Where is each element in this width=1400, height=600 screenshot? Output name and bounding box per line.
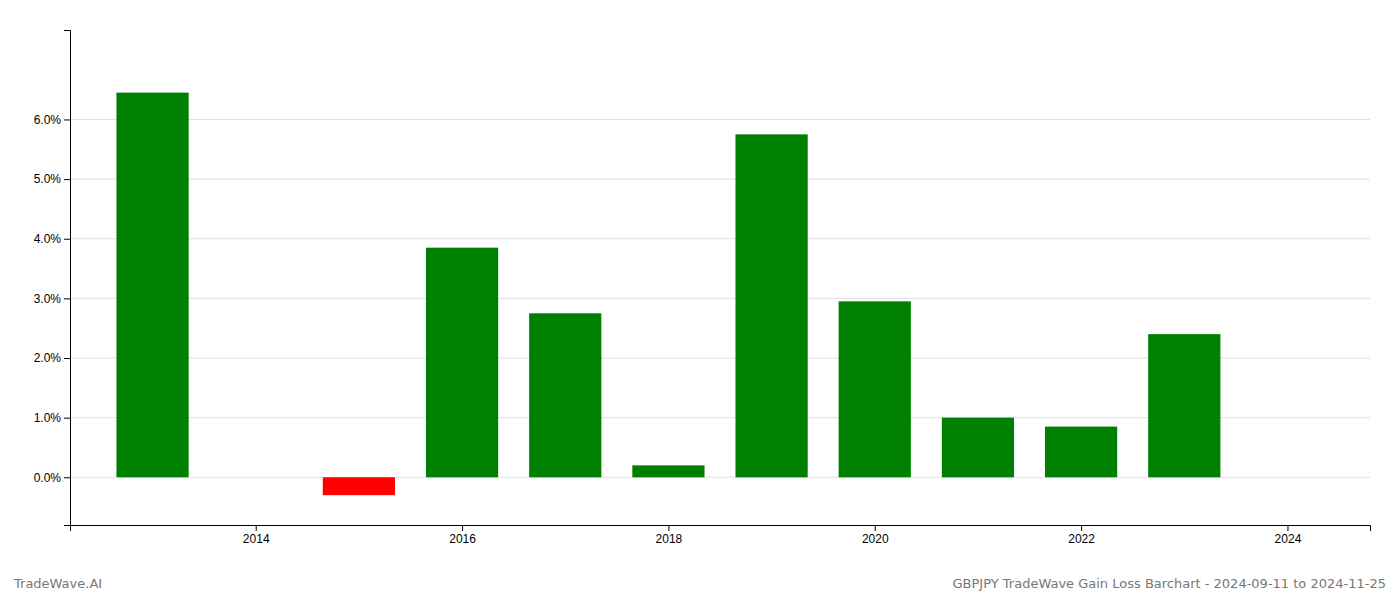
grid-line bbox=[70, 298, 1370, 299]
x-tick-mark bbox=[1081, 525, 1082, 531]
x-tick: 2016 bbox=[449, 525, 476, 546]
x-tick-mark bbox=[1287, 525, 1288, 531]
bar bbox=[116, 93, 188, 478]
y-tick-mark bbox=[64, 477, 70, 478]
y-tick-mark bbox=[64, 179, 70, 180]
x-tick: 2018 bbox=[656, 525, 683, 546]
x-tick-mark bbox=[256, 525, 257, 531]
x-tick-mark bbox=[462, 525, 463, 531]
y-tick-mark bbox=[64, 298, 70, 299]
y-tick: 2.0% bbox=[34, 351, 70, 365]
grid-line bbox=[70, 179, 1370, 180]
plot: 0.0% 1.0% 2.0% 3.0% 4.0% 5.0% 6.0% 2014 2016 2018… bbox=[34, 31, 1371, 546]
grid-line bbox=[70, 238, 1370, 239]
y-tick: 0.0% bbox=[34, 471, 70, 485]
x-tick: 2022 bbox=[1068, 525, 1095, 546]
y-tick-label: 4.0% bbox=[34, 232, 62, 246]
bar bbox=[632, 465, 704, 477]
bar bbox=[942, 418, 1014, 478]
x-tick-label: 2024 bbox=[1275, 532, 1302, 546]
x-tick-label: 2014 bbox=[243, 532, 270, 546]
y-tick-label: 6.0% bbox=[34, 113, 62, 127]
y-tick-mark bbox=[64, 358, 70, 359]
x-tick-mark bbox=[668, 525, 669, 531]
x-axis: 2014 2016 2018 2020 2022 2024 bbox=[71, 525, 1371, 546]
y-axis: 0.0% 1.0% 2.0% 3.0% 4.0% 5.0% 6.0% bbox=[34, 31, 71, 526]
y-tick-label: 1.0% bbox=[34, 411, 62, 425]
chart: 0.0% 1.0% 2.0% 3.0% 4.0% 5.0% 6.0% 2014 2016 2018… bbox=[0, 0, 1400, 600]
bars bbox=[116, 93, 1220, 496]
bar bbox=[323, 477, 395, 495]
y-tick-label: 2.0% bbox=[34, 351, 62, 365]
grid-line bbox=[70, 119, 1370, 120]
y-tick-label: 0.0% bbox=[34, 471, 62, 485]
y-tick-label: 3.0% bbox=[34, 292, 62, 306]
y-tick: 4.0% bbox=[34, 232, 70, 246]
y-tick: 1.0% bbox=[34, 411, 70, 425]
bar bbox=[426, 248, 498, 478]
bar bbox=[735, 134, 807, 477]
y-tick: 5.0% bbox=[34, 172, 70, 186]
y-tick-mark bbox=[64, 119, 70, 120]
y-tick-mark bbox=[64, 418, 70, 419]
y-tick: 6.0% bbox=[34, 113, 70, 127]
x-tick-label: 2016 bbox=[449, 532, 476, 546]
bar bbox=[1045, 427, 1117, 478]
y-tick-mark bbox=[64, 239, 70, 240]
grid bbox=[70, 119, 1370, 477]
bar bbox=[1148, 334, 1220, 477]
x-tick-label: 2018 bbox=[656, 532, 683, 546]
y-tick-label: 5.0% bbox=[34, 172, 62, 186]
x-tick-mark bbox=[875, 525, 876, 531]
footer-left: TradeWave.AI bbox=[13, 576, 102, 591]
x-tick-label: 2022 bbox=[1068, 532, 1095, 546]
x-tick: 2020 bbox=[862, 525, 889, 546]
x-tick-label: 2020 bbox=[862, 532, 889, 546]
footer-right: GBPJPY TradeWave Gain Loss Barchart - 20… bbox=[953, 576, 1386, 591]
bar bbox=[529, 313, 601, 477]
x-tick: 2014 bbox=[243, 525, 270, 546]
bar bbox=[839, 301, 911, 477]
y-axis-line bbox=[64, 31, 71, 526]
x-tick: 2024 bbox=[1275, 525, 1302, 546]
y-tick: 3.0% bbox=[34, 292, 70, 306]
x-axis-line bbox=[71, 526, 1371, 532]
